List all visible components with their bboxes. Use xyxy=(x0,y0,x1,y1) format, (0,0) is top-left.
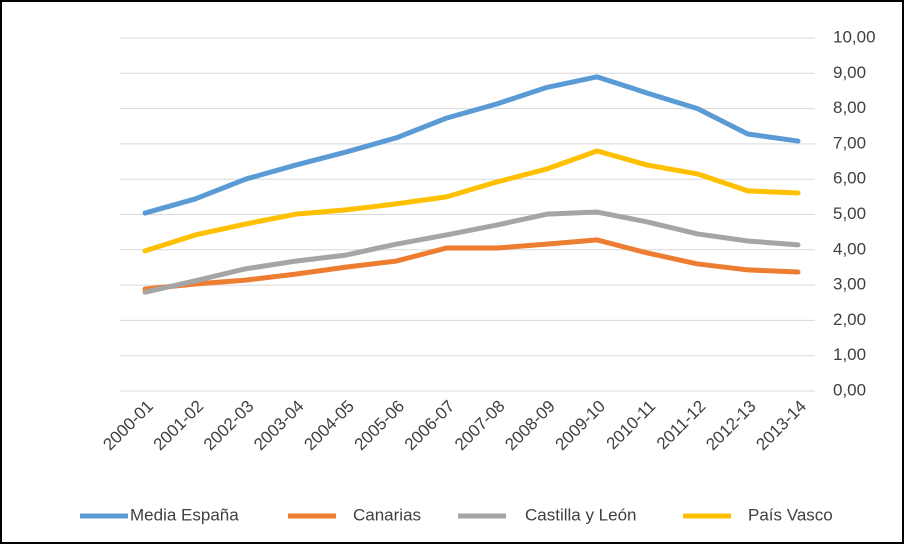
legend-label: Castilla y León xyxy=(525,505,637,524)
y-tick-label: 1,00 xyxy=(833,345,866,364)
y-tick-label: 4,00 xyxy=(833,239,866,258)
series-line xyxy=(142,74,801,216)
y-tick-label: 7,00 xyxy=(833,133,866,152)
y-tick-label: 2,00 xyxy=(833,310,866,329)
y-tick-label: 5,00 xyxy=(833,204,866,223)
series-line xyxy=(142,237,801,292)
y-tick-label: 6,00 xyxy=(833,169,866,188)
legend-label: Canarias xyxy=(353,505,421,524)
legend-label: Media España xyxy=(130,505,239,524)
y-tick-label: 0,00 xyxy=(833,380,866,399)
y-tick-label: 3,00 xyxy=(833,275,866,294)
series-line xyxy=(142,148,801,254)
y-tick-label: 8,00 xyxy=(833,98,866,117)
y-tick-label: 9,00 xyxy=(833,63,866,82)
series-line xyxy=(142,209,801,295)
y-tick-label: 10,00 xyxy=(833,27,876,46)
legend-label: País Vasco xyxy=(748,505,833,524)
